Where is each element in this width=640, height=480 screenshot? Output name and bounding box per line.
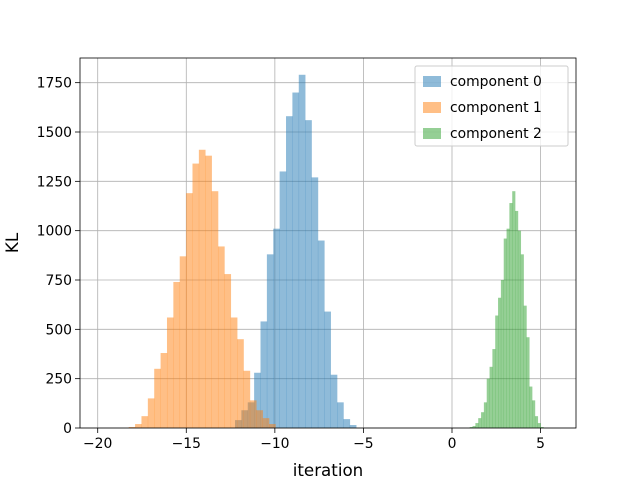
- histogram-bar: [534, 416, 539, 428]
- histogram-bar: [205, 155, 212, 428]
- y-tick-label: 250: [45, 372, 72, 388]
- histogram-bar: [256, 410, 263, 428]
- histogram-bar: [192, 163, 200, 428]
- histogram-bar: [537, 423, 541, 428]
- legend: component 0 component 1 component 2: [414, 65, 569, 147]
- histogram-bar: [211, 191, 219, 428]
- histogram-bar: [249, 400, 257, 428]
- histogram-bar: [262, 418, 270, 428]
- histogram-bar: [243, 370, 251, 428]
- histogram-bar: [532, 400, 536, 428]
- histogram-bar: [481, 412, 485, 428]
- histogram-bar: [512, 191, 516, 428]
- histogram-bar: [147, 398, 155, 428]
- histogram-bar: [269, 424, 276, 428]
- histogram-bar: [237, 339, 244, 428]
- histogram-bar: [478, 418, 482, 428]
- histogram-bar: [254, 372, 261, 428]
- x-axis-label: iteration: [293, 460, 364, 480]
- y-tick-label: 0: [63, 421, 72, 437]
- histogram-bar: [330, 374, 338, 428]
- legend-box: [414, 65, 569, 147]
- histogram-bar: [324, 311, 331, 428]
- y-tick-label: 1250: [37, 174, 72, 190]
- histogram-bar: [311, 177, 319, 428]
- histogram-bar: [526, 337, 530, 428]
- plot-frame: [79, 57, 577, 429]
- y-tick-label: 1000: [37, 224, 72, 240]
- histogram-bar: [217, 246, 225, 428]
- legend-entry: component 1: [450, 100, 542, 116]
- histogram-bar: [498, 297, 502, 428]
- histogram-bar: [523, 305, 527, 428]
- histogram-bar: [317, 240, 325, 428]
- histogram-bar: [279, 171, 287, 428]
- histogram-bar: [517, 230, 522, 428]
- x-tick-label: 0: [448, 436, 457, 452]
- histogram-bar: [173, 281, 181, 428]
- histogram-bar: [343, 419, 351, 428]
- histogram-bar: [492, 349, 496, 428]
- histogram-bar: [273, 228, 280, 428]
- legend-swatch: [423, 76, 441, 87]
- histogram-bar: [266, 254, 274, 428]
- histogram-bar: [503, 238, 507, 428]
- series-2-bars: [469, 191, 544, 428]
- y-axis-label: KL: [2, 232, 22, 253]
- histogram-bar: [520, 254, 524, 428]
- legend-entry: component 2: [450, 126, 542, 142]
- histogram-bar: [186, 193, 193, 428]
- histogram-bar: [135, 424, 142, 428]
- histogram-bar: [128, 427, 136, 428]
- histogram-bar: [298, 74, 306, 429]
- histogram-bar: [469, 427, 473, 428]
- legend-entry: component 0: [450, 74, 542, 90]
- histogram-bar: [230, 317, 238, 428]
- y-tick-label: 500: [45, 322, 72, 338]
- histogram-bar: [472, 426, 476, 428]
- x-axis: −20 −15 −10 −5 0 5: [83, 428, 545, 452]
- histogram-bar: [475, 423, 479, 428]
- histogram-bar: [506, 228, 510, 428]
- histogram-bar: [529, 386, 533, 428]
- legend-swatch: [423, 102, 441, 113]
- histogram-bar: [305, 120, 312, 428]
- histogram-bar: [260, 321, 268, 428]
- histogram-bar: [515, 210, 519, 428]
- histogram-bar: [540, 427, 544, 428]
- series-1-bars: [128, 149, 276, 428]
- histogram-bar: [337, 402, 344, 428]
- histogram-bar: [483, 402, 488, 428]
- histogram-bar: [286, 116, 293, 429]
- x-tick-label: −15: [172, 436, 201, 452]
- histogram-bar: [509, 203, 513, 428]
- legend-swatch: [423, 128, 441, 139]
- histogram-bar: [166, 317, 174, 428]
- histogram-bars: [128, 74, 544, 429]
- x-tick-label: −5: [353, 436, 373, 452]
- y-tick-label: 750: [45, 273, 72, 289]
- histogram-bar: [495, 315, 499, 428]
- histogram-bar: [160, 353, 168, 428]
- histogram-bar: [500, 280, 505, 428]
- x-tick-label: 5: [536, 436, 545, 452]
- histogram-bar: [224, 274, 232, 428]
- x-tick-label: −10: [260, 436, 289, 452]
- histogram-bar: [154, 368, 161, 428]
- histogram-bar: [141, 416, 149, 428]
- histogram-bar: [292, 92, 300, 429]
- x-tick-label: −20: [83, 436, 112, 452]
- histogram-bar: [179, 256, 187, 428]
- y-axis: 0 250 500 750 1000 1250 1500 1750: [37, 76, 80, 437]
- series-0-bars: [235, 74, 357, 429]
- histogram-bar: [486, 378, 490, 428]
- y-tick-label: 1750: [37, 76, 72, 92]
- histogram-bar: [489, 366, 493, 428]
- histogram-bar: [349, 425, 357, 428]
- y-tick-label: 1500: [37, 125, 72, 141]
- histogram-bar: [198, 149, 206, 428]
